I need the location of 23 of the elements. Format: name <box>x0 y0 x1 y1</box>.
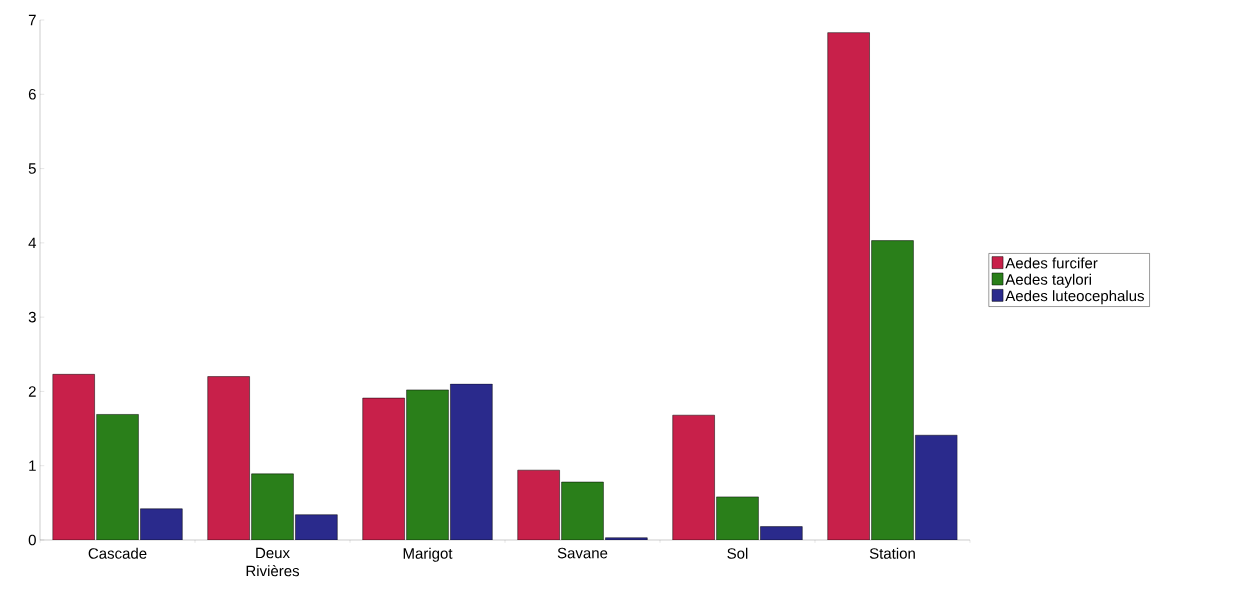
y-tick-label: 2 <box>28 386 36 397</box>
bar <box>561 481 604 540</box>
y-tick-label: 3 <box>28 311 36 323</box>
y-tick-label: 5 <box>28 163 36 174</box>
bar <box>716 496 759 540</box>
x-tick-label: Deux Rivières <box>246 547 300 577</box>
legend-label: Aedes luteocephalus <box>1005 290 1144 305</box>
y-tick-label: 7 <box>28 14 36 26</box>
bar <box>251 473 294 540</box>
y-tick-label: 6 <box>28 88 36 100</box>
y-tick-label: 1 <box>29 460 36 471</box>
x-tick-label: Station <box>869 547 915 559</box>
bar <box>96 414 139 540</box>
legend-label: Aedes furcifer <box>1005 257 1098 269</box>
x-tick-label: Marigot <box>403 547 453 562</box>
x-tick-label: Sol <box>727 547 748 559</box>
x-tick-label: Savane <box>557 547 608 559</box>
y-tick-label: 4 <box>28 237 37 249</box>
legend-label: Aedes taylori <box>1005 273 1091 288</box>
y-tick-label: 0 <box>28 534 36 546</box>
bar <box>406 389 449 540</box>
x-tick-label: Cascade <box>88 547 147 559</box>
bar <box>871 240 914 540</box>
